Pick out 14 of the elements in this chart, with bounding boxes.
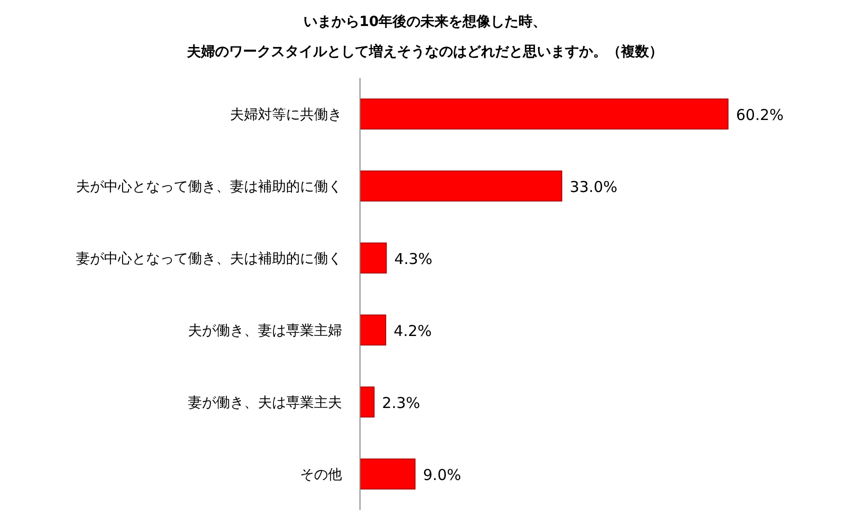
subtitle: 夫婦のワークスタイルとして増えそうなのはどれだと思いますか。（複数） bbox=[187, 44, 663, 60]
data-label: 2.3% bbox=[382, 394, 420, 412]
category-label: その他 bbox=[300, 467, 342, 483]
data-label: 9.0% bbox=[423, 466, 462, 484]
data-label: 60.2% bbox=[736, 106, 784, 124]
data-label: 33.0% bbox=[570, 178, 618, 196]
category-label: 妻が働き、夫は専業主夫 bbox=[188, 395, 342, 411]
category-label: 夫婦対等に共働き bbox=[230, 107, 342, 123]
data-label: 4.3% bbox=[394, 250, 432, 268]
category-label: 夫が働き、妻は専業主婦 bbox=[188, 323, 342, 339]
category-label: 夫が中心となって働き、妻は補助的に働く bbox=[76, 179, 342, 195]
category-label: 妻が中心となって働き、夫は補助的に働く bbox=[76, 251, 342, 267]
data-label: 4.2% bbox=[394, 322, 432, 340]
title: いまから10年後の未来を想像した時、 bbox=[303, 14, 547, 30]
